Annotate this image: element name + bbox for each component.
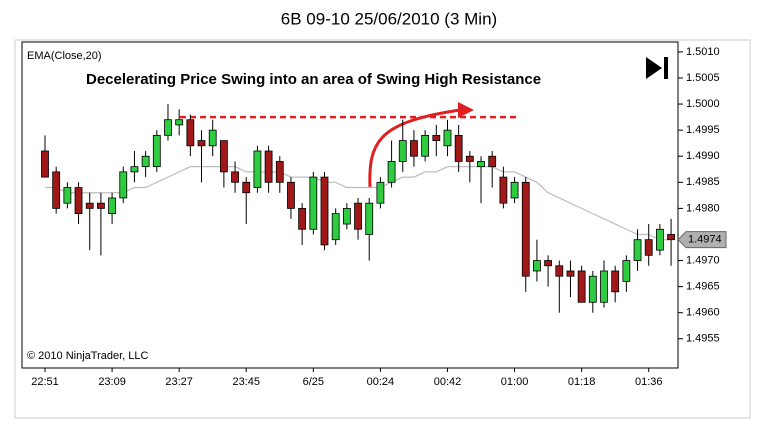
candle-body bbox=[74, 187, 83, 215]
candle-body bbox=[544, 260, 552, 267]
candle-body bbox=[63, 187, 72, 204]
candle-body bbox=[555, 265, 564, 277]
candle-body bbox=[421, 134, 430, 157]
x-tick-label: 01:18 bbox=[568, 376, 596, 388]
candle-body bbox=[85, 202, 94, 209]
y-tick-label: 1.4955 bbox=[686, 333, 720, 345]
candle-body bbox=[611, 270, 620, 293]
candle-body bbox=[499, 176, 508, 204]
y-tick-label: 1.4960 bbox=[686, 307, 720, 319]
plot-area bbox=[21, 41, 679, 369]
candle-body bbox=[41, 150, 49, 178]
candle-body bbox=[454, 134, 463, 162]
y-tick-label: 1.5000 bbox=[686, 98, 720, 110]
y-tick-label: 1.5005 bbox=[686, 72, 720, 84]
y-tick-label: 1.4995 bbox=[686, 124, 720, 136]
candle-body bbox=[342, 207, 351, 225]
y-tick-label: 1.4980 bbox=[686, 202, 720, 214]
candle-body bbox=[108, 197, 116, 215]
last-price-marker bbox=[677, 231, 727, 249]
candle-body bbox=[566, 270, 575, 277]
candle-body bbox=[376, 181, 385, 204]
candle-body bbox=[432, 134, 441, 141]
candle-body bbox=[52, 171, 61, 209]
candle-body bbox=[119, 171, 128, 199]
candle-body bbox=[488, 155, 497, 168]
candle-body bbox=[298, 207, 307, 230]
x-tick-label: 23:45 bbox=[232, 376, 260, 388]
candle-body bbox=[231, 171, 239, 183]
ema-line bbox=[45, 166, 672, 241]
y-tick-label: 1.4990 bbox=[686, 150, 720, 162]
candle-body bbox=[197, 140, 206, 147]
candle-body bbox=[141, 155, 150, 168]
candle-body bbox=[477, 161, 485, 168]
play-triangle bbox=[646, 57, 662, 79]
candle-body bbox=[588, 275, 597, 303]
swing-arrow bbox=[368, 108, 461, 189]
x-tick-label: 01:36 bbox=[635, 376, 663, 388]
candle-body bbox=[186, 119, 195, 147]
candle-body bbox=[633, 239, 642, 261]
candle-body bbox=[130, 166, 139, 173]
candle-body bbox=[320, 176, 329, 246]
indicator-label: EMA(Close,20) bbox=[27, 50, 102, 62]
y-tick-label: 1.4985 bbox=[686, 176, 720, 188]
x-tick-label: 00:24 bbox=[367, 376, 395, 388]
candle-body bbox=[622, 260, 631, 282]
copyright: © 2010 NinjaTrader, LLC bbox=[27, 350, 148, 362]
candle-body bbox=[387, 161, 396, 183]
candle-body bbox=[443, 129, 452, 147]
candle-body bbox=[354, 202, 362, 230]
candle-body bbox=[533, 260, 541, 272]
candle-body bbox=[275, 161, 284, 183]
x-tick-label: 01:00 bbox=[501, 376, 529, 388]
candle-body bbox=[398, 140, 407, 162]
play-end-icon[interactable] bbox=[646, 57, 668, 79]
y-tick-label: 1.4970 bbox=[686, 254, 720, 266]
candle-body bbox=[164, 119, 172, 136]
play-bar bbox=[664, 57, 668, 79]
candle-body bbox=[309, 176, 318, 230]
candle-body bbox=[219, 140, 228, 173]
candle-body bbox=[152, 134, 161, 168]
arrow-head bbox=[458, 102, 474, 118]
candle-body bbox=[287, 181, 295, 209]
x-tick-label: 6/25 bbox=[303, 376, 324, 388]
candle-body bbox=[577, 270, 586, 303]
candle-body bbox=[510, 181, 519, 199]
candle-body bbox=[644, 239, 653, 256]
candle-body bbox=[410, 140, 418, 157]
y-tick-label: 1.4965 bbox=[686, 281, 720, 293]
y-tick-label: 1.5010 bbox=[686, 46, 720, 58]
candle-body bbox=[175, 119, 184, 126]
candle-body bbox=[600, 270, 608, 303]
candle-body bbox=[242, 181, 251, 194]
candle-body bbox=[465, 155, 474, 162]
candle-body bbox=[253, 150, 262, 188]
x-tick-label: 22:51 bbox=[31, 376, 59, 388]
candle-body bbox=[667, 234, 675, 241]
candle-body bbox=[656, 228, 664, 251]
annotation: Decelerating Price Swing into an area of… bbox=[86, 71, 541, 88]
last-price-label: 1.4974 bbox=[688, 234, 722, 246]
x-tick-label: 00:42 bbox=[434, 376, 462, 388]
candle-body bbox=[365, 202, 374, 235]
chart-title: 6B 09-10 25/06/2010 (3 Min) bbox=[281, 9, 497, 28]
x-tick-label: 23:27 bbox=[165, 376, 193, 388]
candle-body bbox=[264, 150, 273, 183]
candle-body bbox=[521, 181, 530, 277]
candle-body bbox=[97, 202, 105, 209]
candle-body bbox=[208, 129, 217, 147]
candle-body bbox=[331, 213, 340, 241]
x-tick-label: 23:09 bbox=[98, 376, 126, 388]
